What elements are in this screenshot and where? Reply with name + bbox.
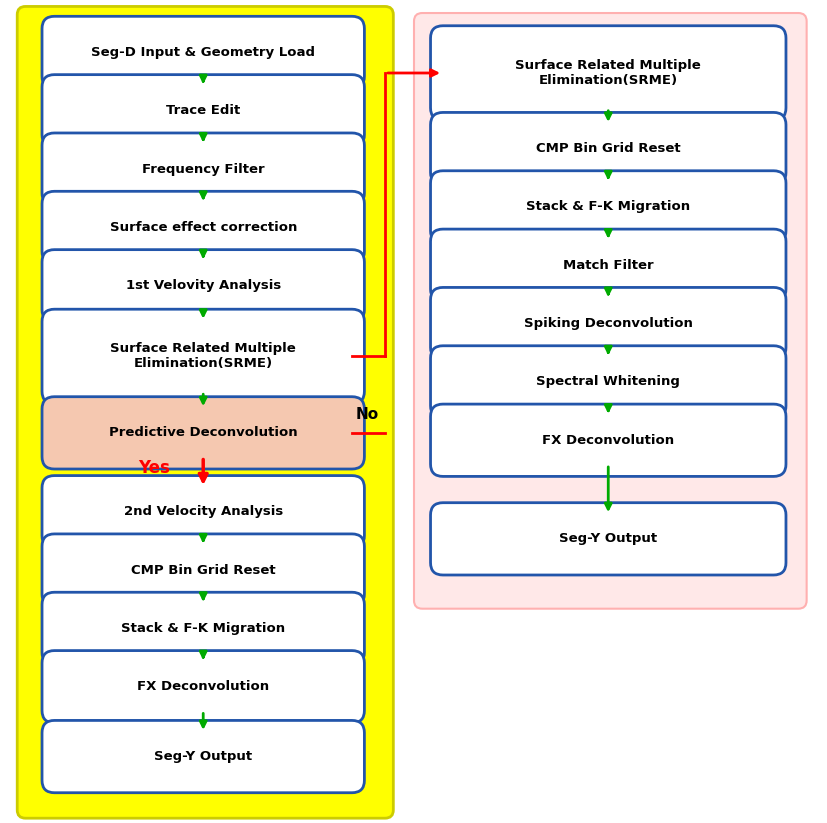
Text: 2nd Velocity Analysis: 2nd Velocity Analysis [123,505,283,518]
FancyBboxPatch shape [17,7,393,818]
FancyBboxPatch shape [42,593,364,664]
FancyBboxPatch shape [42,191,364,263]
FancyBboxPatch shape [430,113,785,184]
Text: Trace Edit: Trace Edit [166,105,240,118]
FancyBboxPatch shape [430,170,785,243]
Text: CMP Bin Grid Reset: CMP Bin Grid Reset [535,142,680,155]
Text: FX Deconvolution: FX Deconvolution [137,681,269,693]
Text: Surface Related Multiple
Elimination(SRME): Surface Related Multiple Elimination(SRM… [514,59,700,87]
Text: FX Deconvolution: FX Deconvolution [542,434,673,447]
FancyBboxPatch shape [42,397,364,469]
FancyBboxPatch shape [42,720,364,793]
FancyBboxPatch shape [430,287,785,360]
FancyBboxPatch shape [430,346,785,418]
Text: Seg-Y Output: Seg-Y Output [558,532,657,546]
Text: Frequency Filter: Frequency Filter [141,163,264,175]
FancyBboxPatch shape [42,309,364,404]
FancyBboxPatch shape [42,133,364,205]
FancyBboxPatch shape [42,249,364,322]
FancyBboxPatch shape [430,404,785,477]
Text: Surface effect correction: Surface effect correction [109,221,297,234]
FancyBboxPatch shape [414,13,805,609]
Text: Yes: Yes [137,459,170,477]
Text: Predictive Deconvolution: Predictive Deconvolution [109,426,297,439]
FancyBboxPatch shape [430,229,785,301]
Text: Seg-D Input & Geometry Load: Seg-D Input & Geometry Load [91,46,315,59]
Text: Stack & F-K Migration: Stack & F-K Migration [121,622,285,635]
Text: No: No [355,407,378,422]
Text: Stack & F-K Migration: Stack & F-K Migration [525,201,690,213]
FancyBboxPatch shape [430,503,785,575]
Text: Surface Related Multiple
Elimination(SRME): Surface Related Multiple Elimination(SRM… [110,342,296,370]
Text: 1st Velovity Analysis: 1st Velovity Analysis [126,279,280,292]
Text: CMP Bin Grid Reset: CMP Bin Grid Reset [131,564,275,577]
Text: Seg-Y Output: Seg-Y Output [154,750,252,763]
Text: Spiking Deconvolution: Spiking Deconvolution [523,317,692,330]
FancyBboxPatch shape [42,651,364,723]
FancyBboxPatch shape [430,26,785,120]
Text: Match Filter: Match Filter [562,258,653,272]
FancyBboxPatch shape [42,75,364,147]
FancyBboxPatch shape [42,476,364,548]
FancyBboxPatch shape [42,534,364,607]
Text: Spectral Whitening: Spectral Whitening [536,375,679,388]
FancyBboxPatch shape [42,16,364,89]
